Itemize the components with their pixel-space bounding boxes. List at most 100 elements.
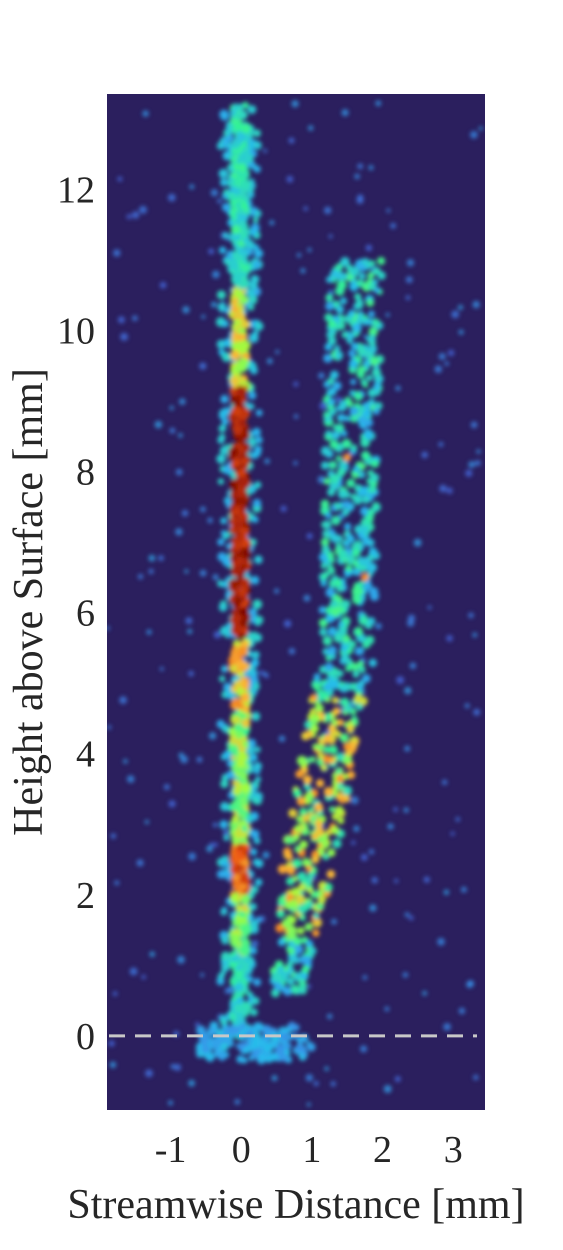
- intensity-dot: [240, 430, 251, 440]
- intensity-dot: [250, 451, 259, 460]
- intensity-dot: [240, 179, 251, 190]
- intensity-dot: [254, 555, 263, 564]
- intensity-dot: [248, 608, 257, 616]
- intensity-dot: [286, 960, 294, 968]
- intensity-dot: [339, 733, 349, 743]
- intensity-dot: [263, 148, 268, 153]
- intensity-dot: [286, 930, 297, 941]
- intensity-field: [107, 100, 483, 1107]
- intensity-dot: [222, 232, 230, 239]
- intensity-dot: [251, 996, 260, 1005]
- intensity-dot: [220, 517, 228, 525]
- intensity-dot: [238, 357, 249, 368]
- intensity-dot: [334, 805, 344, 816]
- intensity-dot: [242, 251, 249, 258]
- intensity-dot: [356, 346, 367, 357]
- intensity-dot: [342, 634, 351, 643]
- intensity-dot: [451, 310, 460, 319]
- intensity-dot: [343, 522, 352, 531]
- intensity-dot: [343, 453, 352, 462]
- intensity-dot: [281, 918, 292, 929]
- intensity-dot: [277, 864, 288, 874]
- intensity-dot: [230, 1025, 241, 1036]
- intensity-dot: [129, 967, 138, 976]
- intensity-dot: [343, 540, 351, 548]
- intensity-dot: [286, 877, 295, 886]
- intensity-dot: [303, 594, 311, 602]
- intensity-dot: [368, 658, 377, 668]
- intensity-dot: [383, 1085, 392, 1093]
- intensity-dot: [252, 498, 262, 508]
- intensity-dot: [242, 964, 250, 972]
- intensity-dot: [335, 423, 345, 433]
- intensity-dot: [303, 206, 308, 211]
- intensity-dot: [437, 937, 445, 946]
- intensity-dot: [231, 625, 242, 636]
- intensity-dot: [201, 314, 206, 319]
- intensity-dot: [348, 349, 356, 358]
- intensity-dot: [334, 345, 341, 352]
- intensity-dot: [293, 789, 302, 798]
- intensity-dot: [283, 965, 290, 972]
- intensity-dot: [344, 415, 351, 422]
- intensity-dot: [423, 876, 430, 883]
- intensity-dot: [297, 927, 305, 935]
- intensity-dot: [228, 578, 240, 590]
- intensity-dot: [117, 316, 125, 324]
- intensity-dot: [235, 904, 244, 913]
- intensity-dot: [325, 293, 334, 302]
- intensity-dot: [374, 401, 383, 410]
- intensity-dot: [222, 556, 232, 567]
- intensity-dot: [294, 845, 302, 853]
- intensity-dot: [242, 706, 250, 713]
- intensity-dot: [296, 871, 307, 882]
- intensity-dot: [326, 869, 336, 879]
- intensity-dot: [422, 990, 428, 996]
- intensity-dot: [323, 746, 331, 754]
- intensity-dot: [253, 978, 262, 987]
- intensity-dot: [280, 505, 287, 512]
- intensity-dot: [315, 779, 325, 788]
- intensity-dot: [350, 444, 358, 452]
- intensity-dot: [238, 437, 245, 445]
- intensity-dot: [305, 877, 313, 885]
- intensity-dot: [316, 902, 325, 911]
- intensity-dot: [354, 540, 362, 548]
- intensity-dot: [264, 674, 269, 679]
- intensity-dot: [339, 404, 347, 412]
- intensity-dot: [253, 248, 264, 259]
- intensity-dot: [231, 697, 241, 707]
- intensity-dot: [332, 381, 342, 391]
- intensity-dot: [349, 406, 359, 417]
- intensity-dot: [329, 370, 339, 380]
- intensity-dot: [434, 365, 443, 373]
- intensity-dot: [354, 173, 360, 180]
- intensity-dot: [296, 796, 306, 806]
- intensity-dot: [241, 740, 250, 749]
- intensity-dot: [310, 815, 317, 822]
- intensity-dot: [148, 568, 154, 575]
- intensity-dot: [470, 130, 478, 139]
- intensity-dot: [350, 796, 359, 805]
- intensity-dot: [357, 415, 366, 424]
- intensity-dot: [320, 562, 327, 569]
- intensity-dot: [322, 520, 332, 530]
- intensity-dot: [234, 180, 243, 189]
- intensity-dot: [360, 437, 370, 448]
- intensity-dot: [275, 923, 285, 933]
- intensity-dot: [240, 782, 252, 794]
- intensity-dot: [218, 305, 226, 313]
- intensity-dot: [280, 1054, 289, 1062]
- intensity-dot: [353, 495, 363, 505]
- intensity-dot: [327, 336, 337, 346]
- intensity-dot: [223, 682, 233, 692]
- intensity-dot: [372, 408, 380, 415]
- intensity-dot: [136, 859, 144, 867]
- intensity-dot: [239, 283, 246, 291]
- intensity-dot: [321, 839, 330, 849]
- intensity-dot: [226, 770, 235, 780]
- intensity-dot: [237, 488, 246, 496]
- intensity-dot: [439, 484, 447, 493]
- intensity-dot: [370, 459, 380, 468]
- intensity-dot: [236, 290, 244, 299]
